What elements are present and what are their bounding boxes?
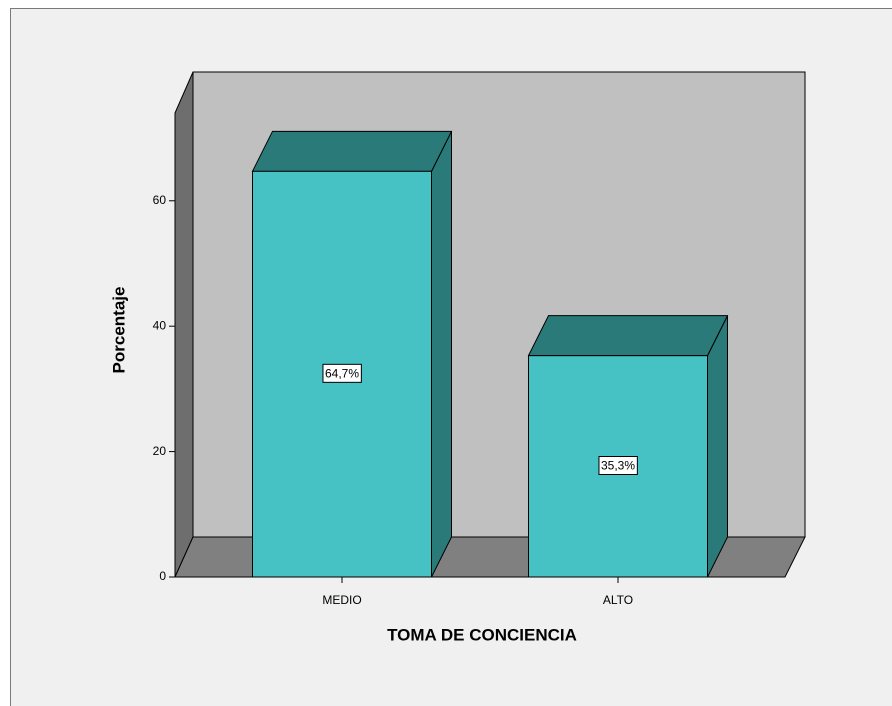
x-tick-label: ALTO: [603, 593, 633, 607]
x-tick-label: MEDIO: [322, 593, 361, 607]
side-wall: [174, 71, 194, 578]
value-label-box: [322, 363, 362, 383]
x-axis-label: TOMA DE CONCIENCIA: [387, 625, 577, 644]
value-label: 35,3%: [601, 459, 635, 473]
y-axis-label: Porcentaje: [109, 287, 128, 374]
y-tick-label: 60: [153, 193, 167, 207]
y-tick-label: 20: [153, 444, 167, 458]
bar-side: [707, 315, 728, 578]
bar-side: [431, 131, 452, 578]
y-tick-label: 0: [159, 569, 166, 583]
value-label-box: [598, 456, 638, 476]
bar-top: [251, 130, 453, 172]
value-label: 64,7%: [325, 366, 359, 380]
y-tick-label: 40: [153, 318, 167, 332]
bar-top: [527, 315, 729, 357]
